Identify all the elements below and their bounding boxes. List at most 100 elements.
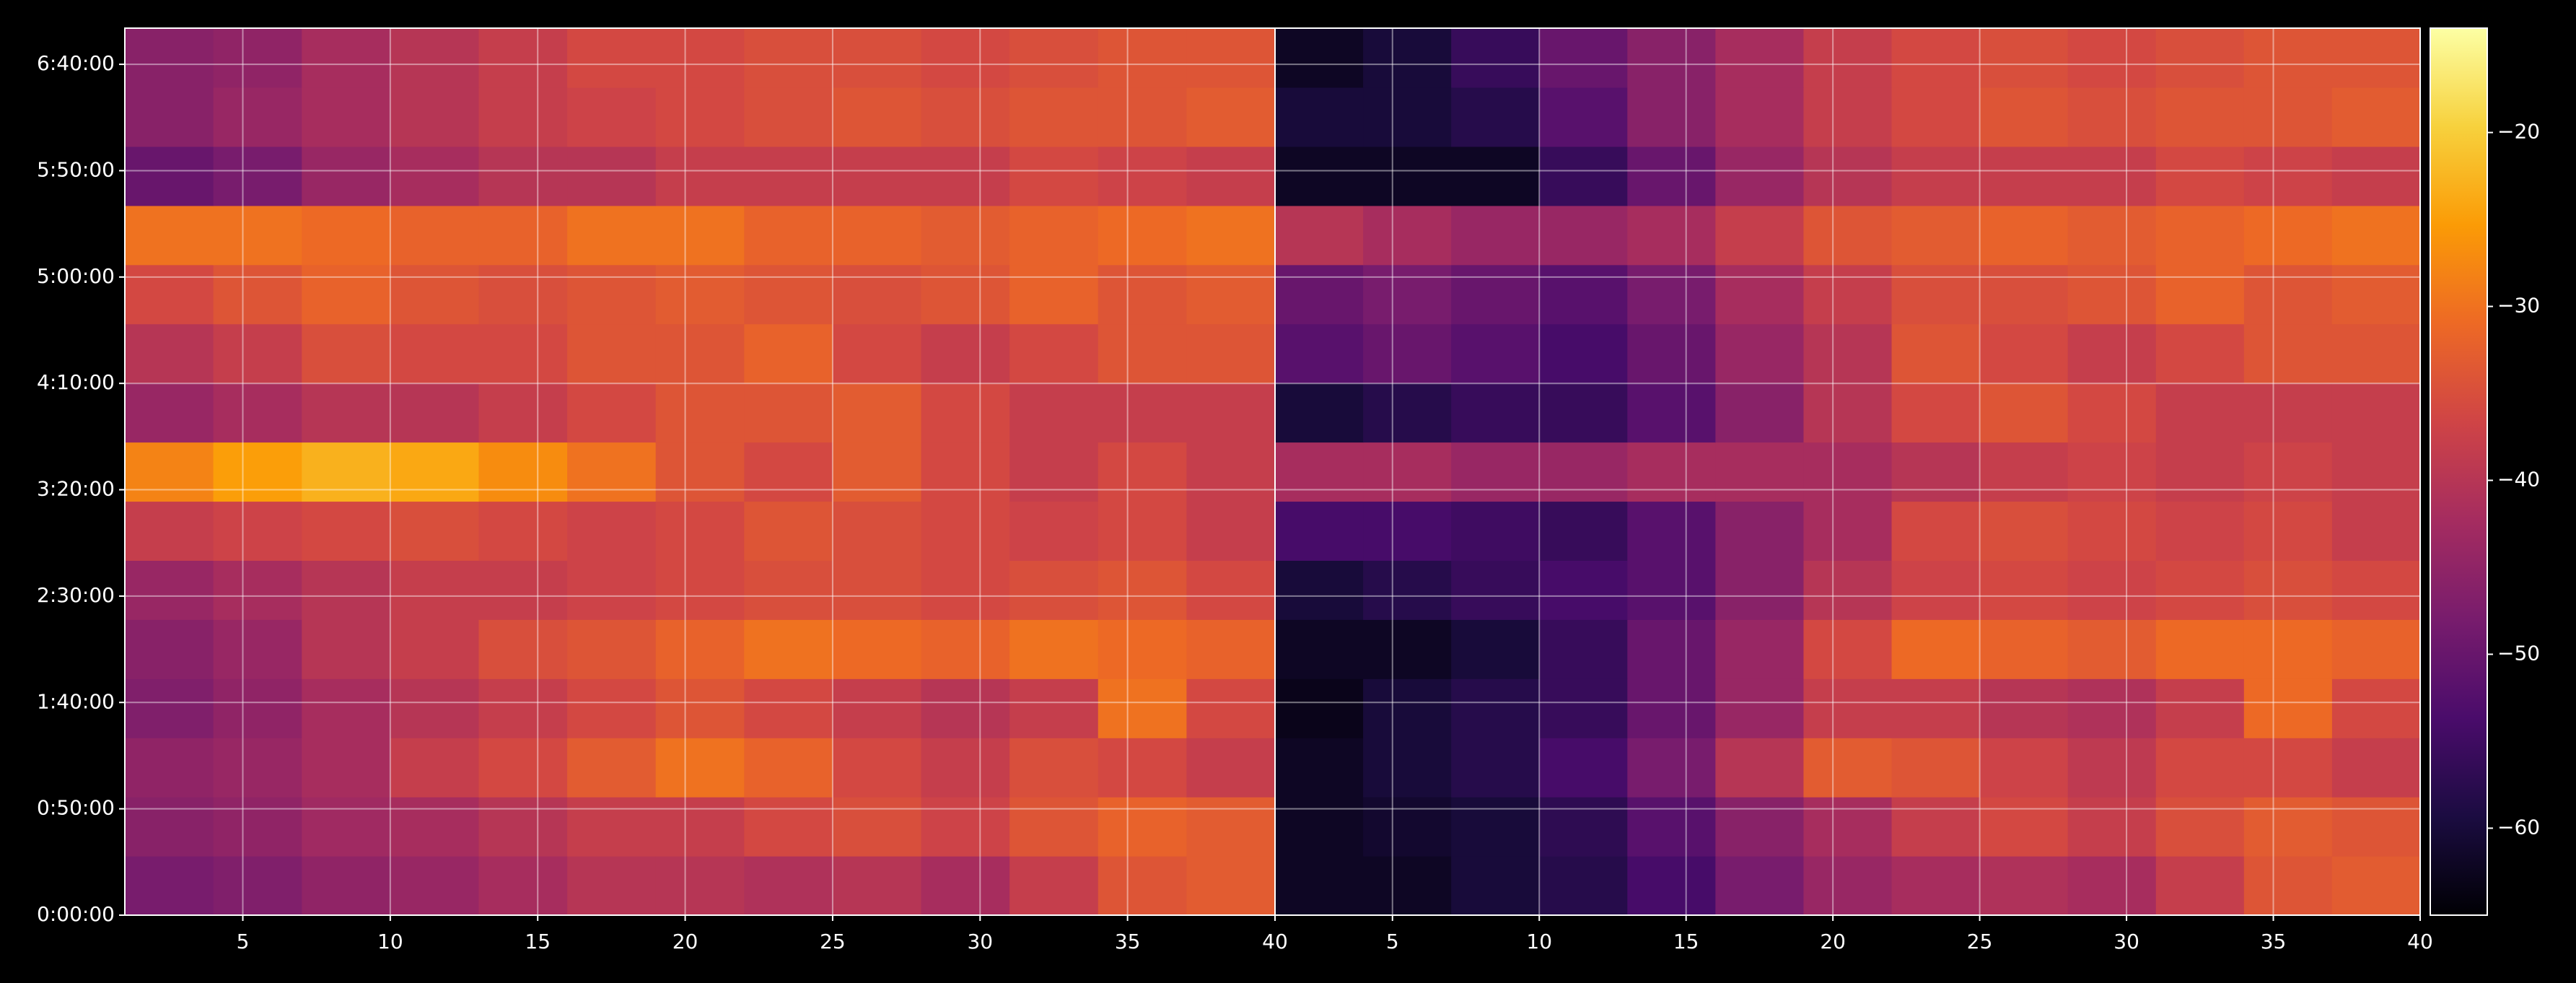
heatmap-cell [2331,560,2421,620]
heatmap-cell [1715,323,1805,384]
colorbar-tick-label: −30 [2497,294,2540,318]
x-tick-label: 15 [525,930,551,953]
heatmap-cell [1627,28,1716,88]
heatmap-cell [213,501,302,561]
heatmap-cell [567,738,657,798]
heatmap-cell [302,146,391,206]
heatmap-cell [921,205,1010,266]
heatmap-cell [1098,87,1187,147]
heatmap-cell [1979,619,2069,679]
heatmap-cell [390,323,480,384]
heatmap-cell [1803,28,1893,88]
heatmap-cell [302,28,391,88]
heatmap-cell [1803,797,1893,857]
heatmap-cell [2243,619,2333,679]
heatmap-cell [1363,560,1452,620]
heatmap-cell [1009,797,1099,857]
heatmap-cell [125,442,214,502]
heatmap-cell [125,560,214,620]
heatmap-cell [1979,383,2069,443]
heatmap-cell [1275,87,1364,147]
heatmap-cell [1627,560,1716,620]
heatmap-cell [1451,264,1540,325]
heatmap-cell [1275,797,1364,857]
heatmap-cell [567,205,657,266]
heatmap-cell [1009,146,1099,206]
heatmap-cell [1275,28,1364,88]
heatmap-cell [832,87,922,147]
heatmap-cell [390,797,480,857]
heatmap-cell [921,323,1010,384]
heatmap-cell [2243,856,2333,916]
heatmap-cell [1979,738,2069,798]
heatmap-cell [478,678,568,738]
heatmap-cell [1627,442,1716,502]
heatmap-cell [302,205,391,266]
heatmap-cell [1715,678,1805,738]
heatmap-cell [125,856,214,916]
heatmap-cell [1451,678,1540,738]
heatmap-cell [1275,205,1364,266]
heatmap-cell [655,264,745,325]
heatmap-cell [390,87,480,147]
heatmap-cell [302,501,391,561]
heatmap-cell [2331,442,2421,502]
heatmap-cell [1451,442,1540,502]
heatmap-cell [2155,323,2245,384]
heatmap-cell [1715,797,1805,857]
heatmap-cell [1275,146,1364,206]
x-tick-label: 5 [1386,930,1399,953]
x-tick-label: 40 [1262,930,1288,953]
heatmap-cell [2067,264,2157,325]
heatmap-cell [567,442,657,502]
heatmap-panel [125,28,1276,916]
heatmap-cell [2067,678,2157,738]
heatmap-cell [2155,856,2245,916]
heatmap-cell [1098,738,1187,798]
heatmap-cell [2243,738,2333,798]
heatmap-cell [2067,738,2157,798]
heatmap-cell [1891,501,1981,561]
heatmap-cell [1275,678,1364,738]
heatmap-cell [390,619,480,679]
heatmap-cell [567,501,657,561]
heatmap-cell [832,560,922,620]
heatmap-cell [655,28,745,88]
heatmap-cell [1451,501,1540,561]
heatmap-cell [744,738,833,798]
heatmap-cell [2331,678,2421,738]
heatmap-cell [1451,205,1540,266]
x-tick-label: 30 [967,930,993,953]
heatmap-cell [1363,28,1452,88]
heatmap-cell [478,383,568,443]
heatmap-cell [1539,264,1628,325]
heatmap-cell [2331,383,2421,443]
heatmap-cell [1186,205,1276,266]
heatmap-cell [1803,856,1893,916]
heatmap-cell [1451,738,1540,798]
heatmap-cell [2331,501,2421,561]
heatmap-cell [744,797,833,857]
heatmap-cell [2155,146,2245,206]
heatmap-cell [655,87,745,147]
heatmap-cell [213,442,302,502]
heatmap-cell [1451,797,1540,857]
heatmap-cell [1979,264,2069,325]
heatmap-cell [655,738,745,798]
heatmap-cell [744,678,833,738]
heatmap-cell [302,87,391,147]
heatmap-cell [2243,442,2333,502]
heatmap-cell [1451,619,1540,679]
heatmap-cell [2331,323,2421,384]
heatmap-cell [2067,28,2157,88]
heatmap-cell [1539,205,1628,266]
heatmap-cell [2067,205,2157,266]
heatmap-cell [1803,560,1893,620]
heatmap-cell [1539,501,1628,561]
heatmap-cell [567,619,657,679]
heatmap-cell [2155,383,2245,443]
heatmap-cell [1891,146,1981,206]
y-tick-label: 0:00:00 [37,902,115,926]
heatmap-cell [390,28,480,88]
